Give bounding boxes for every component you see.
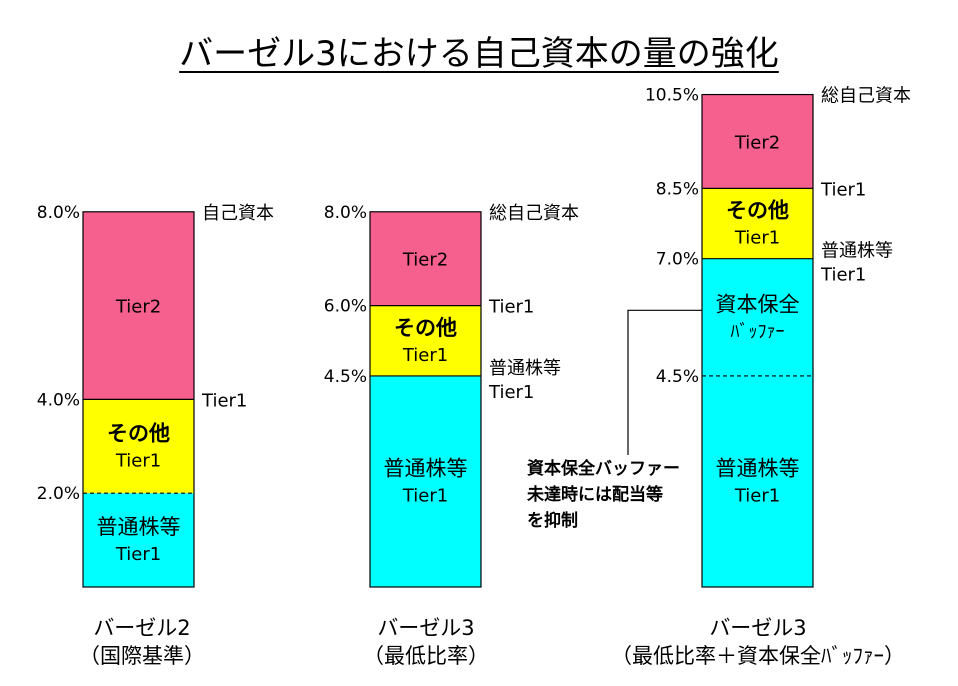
bar-caption-basel2: バーゼル2 （国際基準）	[0, 614, 322, 670]
bar-segment	[702, 375, 813, 587]
bar-segment	[83, 399, 194, 494]
bar-segment	[370, 211, 481, 306]
bar-outline	[82, 211, 195, 588]
bar-segment	[702, 94, 813, 189]
segment-label: Tier1	[115, 544, 161, 565]
right-label: 普通株等	[821, 241, 893, 262]
tick-label: 6.0%	[324, 297, 367, 317]
right-label: Tier1	[488, 297, 534, 318]
tick-label: 8.5%	[656, 179, 699, 199]
segment-label: Tier1	[402, 345, 448, 366]
tick-label: 8.0%	[324, 203, 367, 223]
segment-label: Tier2	[734, 132, 780, 153]
bar-caption-line: バーゼル3	[377, 616, 475, 640]
segment-label: 資本保全	[716, 292, 800, 316]
tick-label: 4.0%	[37, 390, 80, 410]
segment-label: Tier1	[734, 485, 780, 506]
bar-outline	[701, 93, 814, 588]
segment-label: ﾊﾞｯﾌｧｰ	[731, 321, 785, 342]
right-label: 自己資本	[202, 203, 274, 224]
bar-caption-line: （最低比率）	[363, 644, 489, 668]
right-label: Tier1	[820, 179, 866, 200]
segment-label: その他	[726, 199, 789, 223]
segment-label: 普通株等	[716, 456, 800, 480]
annotation-text: 未達時には配当等	[526, 484, 663, 505]
bar-caption-basel3-min: バーゼル3 （最低比率）	[246, 614, 606, 670]
bar-segment	[370, 305, 481, 376]
tick-label: 4.5%	[656, 367, 699, 387]
bar-segment	[702, 258, 813, 376]
right-label: Tier1	[820, 265, 866, 286]
bar-segment	[702, 188, 813, 259]
right-label: Tier1	[488, 382, 534, 403]
segment-label: その他	[107, 421, 170, 445]
annotation-connector	[627, 309, 702, 455]
tick-label: 4.5%	[324, 367, 367, 387]
annotation-text: 資本保全バッファー	[527, 458, 680, 479]
bar-segment	[370, 375, 481, 587]
right-label: Tier1	[201, 390, 247, 411]
segment-label: Tier1	[402, 485, 448, 506]
tick-label: 7.0%	[656, 250, 699, 270]
page-title: バーゼル3における自己資本の量の強化	[0, 26, 958, 75]
segment-label: Tier1	[734, 228, 780, 249]
page-title-text: バーゼル3における自己資本の量の強化	[179, 34, 779, 74]
tick-label: 8.0%	[37, 203, 80, 223]
bar-caption-line: バーゼル3	[709, 616, 807, 640]
segment-label: Tier2	[115, 297, 161, 318]
segment-label: その他	[394, 316, 457, 340]
segment-label: 普通株等	[384, 456, 468, 480]
bar-outline	[369, 211, 482, 588]
right-label: 総自己資本	[821, 86, 911, 107]
bar-segment	[83, 493, 194, 587]
tick-label: 2.0%	[37, 484, 80, 504]
segment-label: Tier1	[115, 450, 161, 471]
bar-caption-basel3-buffer: バーゼル3 （最低比率＋資本保全ﾊﾞｯﾌｧｰ）	[578, 614, 938, 670]
bar-caption-line: バーゼル2	[93, 616, 191, 640]
right-label: 普通株等	[489, 358, 561, 379]
bar-caption-line: （国際基準）	[79, 644, 205, 668]
bar-caption-line: （最低比率＋資本保全ﾊﾞｯﾌｧｰ）	[611, 644, 905, 668]
annotation-text: を抑制	[527, 510, 578, 531]
segment-label: 普通株等	[97, 515, 181, 539]
bar-segment	[83, 211, 194, 400]
right-label: 総自己資本	[489, 203, 579, 224]
segment-label: Tier2	[402, 250, 448, 271]
tick-label: 10.5%	[645, 86, 699, 106]
